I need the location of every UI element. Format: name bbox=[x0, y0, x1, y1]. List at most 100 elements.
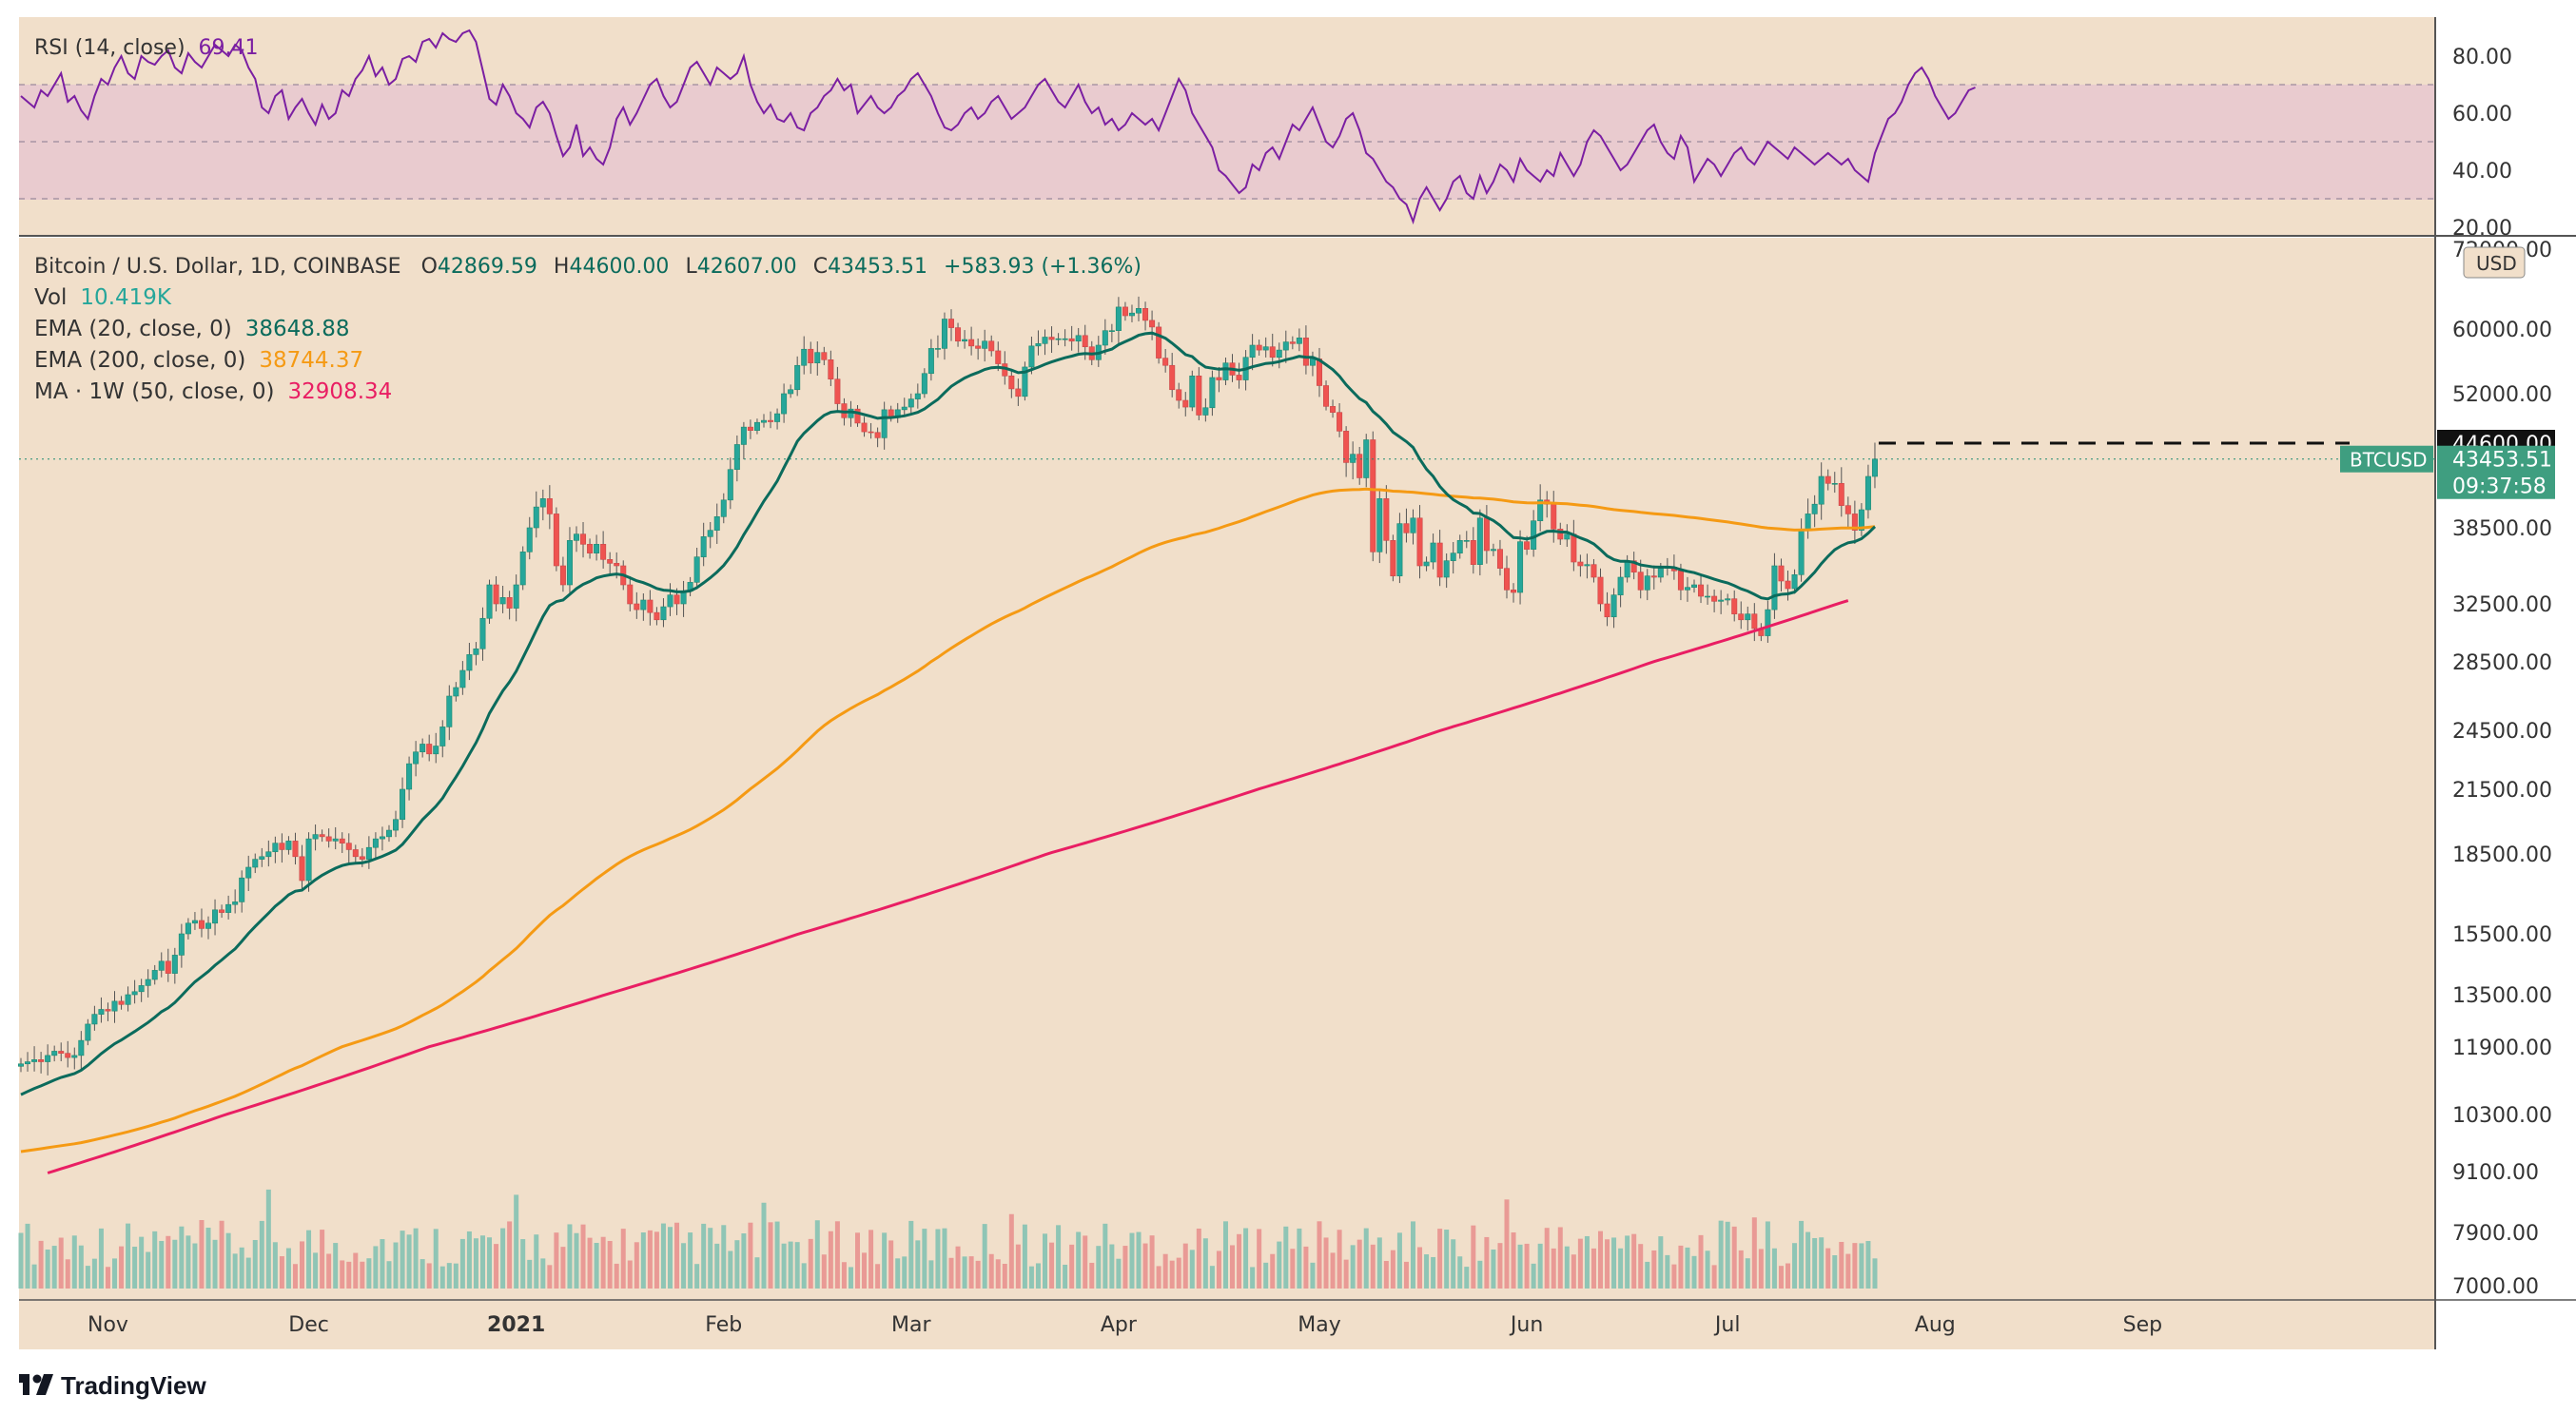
rsi-label: RSI (14, close) bbox=[34, 36, 185, 60]
candle-body bbox=[1825, 475, 1831, 484]
volume-bar bbox=[1035, 1263, 1041, 1289]
volume-bar bbox=[1390, 1250, 1395, 1289]
volume-bar bbox=[346, 1261, 352, 1289]
volume-bar bbox=[285, 1248, 291, 1289]
volume-bar bbox=[1786, 1263, 1791, 1289]
candle-body bbox=[138, 985, 145, 993]
volume-bar bbox=[982, 1224, 987, 1289]
volume-bar bbox=[1671, 1264, 1677, 1289]
candle-body bbox=[1751, 613, 1758, 630]
candle-body bbox=[413, 751, 420, 765]
volume-bar bbox=[754, 1257, 760, 1289]
volume-bar bbox=[968, 1256, 974, 1289]
volume-bar bbox=[1290, 1249, 1296, 1289]
candle-body bbox=[406, 763, 413, 790]
volume-bar bbox=[426, 1263, 432, 1289]
volume-bar bbox=[1705, 1250, 1710, 1289]
candle-body bbox=[232, 901, 239, 905]
candle-body bbox=[1584, 564, 1590, 567]
volume-bar bbox=[1089, 1262, 1095, 1289]
candle-body bbox=[118, 1000, 125, 1005]
volume-bar bbox=[199, 1220, 205, 1289]
candle-body bbox=[1396, 523, 1403, 576]
volume-bar bbox=[1832, 1255, 1838, 1289]
volume-bar bbox=[272, 1242, 278, 1289]
candle-body bbox=[400, 788, 406, 821]
volume-bar bbox=[1590, 1248, 1596, 1289]
candle-body bbox=[1430, 542, 1436, 563]
price-tick-label: 11900.00 bbox=[2452, 1037, 2552, 1060]
volume-bar bbox=[942, 1228, 947, 1289]
candle-body bbox=[1115, 306, 1122, 331]
volume-bar bbox=[1396, 1232, 1402, 1289]
volume-bar bbox=[580, 1224, 586, 1289]
rsi-axis[interactable]: 80.00 60.00 40.00 20.00 bbox=[2452, 46, 2512, 241]
candle-body bbox=[828, 359, 834, 379]
volume-bar bbox=[85, 1266, 90, 1289]
candle-body bbox=[1196, 375, 1202, 416]
volume-bar bbox=[1564, 1246, 1570, 1289]
candle-body bbox=[1771, 565, 1778, 611]
time-axis[interactable] bbox=[19, 1300, 2435, 1349]
volume-bar bbox=[1330, 1252, 1336, 1289]
candle-body bbox=[740, 426, 747, 445]
candle-body bbox=[781, 393, 788, 415]
candle-body bbox=[1015, 388, 1022, 397]
ema20-line bbox=[20, 331, 1877, 1096]
candle-body bbox=[1831, 483, 1838, 485]
candle-body bbox=[1557, 529, 1564, 540]
volume-bar bbox=[1043, 1233, 1048, 1289]
currency-text: USD bbox=[2476, 252, 2517, 275]
candle-body bbox=[1617, 576, 1624, 595]
candle-body bbox=[881, 409, 888, 438]
candle-body bbox=[426, 744, 433, 755]
candle-body bbox=[594, 544, 600, 553]
candle-body bbox=[1871, 458, 1878, 477]
volume-bar bbox=[360, 1261, 365, 1289]
volume-bar bbox=[259, 1220, 264, 1289]
volume-bar bbox=[1189, 1250, 1195, 1289]
volume-bar bbox=[1825, 1248, 1831, 1289]
moving-averages bbox=[20, 331, 1877, 1174]
volume-bar bbox=[1497, 1243, 1503, 1289]
volume-bar bbox=[1544, 1228, 1550, 1289]
candlesticks[interactable] bbox=[17, 296, 1878, 1076]
candle-body bbox=[1149, 320, 1156, 328]
volume-bar bbox=[761, 1202, 767, 1289]
candle-body bbox=[854, 408, 861, 424]
volume-bar bbox=[1504, 1199, 1510, 1289]
candle-body bbox=[814, 352, 821, 363]
candle-body bbox=[988, 340, 995, 352]
candle-body bbox=[1818, 475, 1825, 505]
volume-bar bbox=[487, 1237, 493, 1289]
candle-body bbox=[720, 499, 727, 517]
candle-body bbox=[801, 348, 808, 366]
candle-body bbox=[927, 348, 934, 375]
volume-bar bbox=[1008, 1213, 1014, 1289]
candle-body bbox=[1590, 564, 1597, 578]
candle-body bbox=[955, 327, 962, 342]
volume-bar bbox=[1792, 1243, 1798, 1289]
volume-bar bbox=[333, 1243, 339, 1289]
candle-body bbox=[1390, 540, 1396, 576]
candle-body bbox=[1657, 568, 1664, 578]
x-tick-label: Nov bbox=[88, 1313, 128, 1337]
price-pane[interactable] bbox=[19, 238, 2435, 1300]
tradingview-logo[interactable]: TradingView bbox=[19, 1371, 206, 1400]
rsi-legend: RSI (14, close) 69.41 bbox=[34, 36, 272, 60]
candle-body bbox=[1524, 541, 1531, 550]
rsi-level-lines bbox=[19, 29, 2435, 225]
ohlc-open: O42869.59 bbox=[420, 255, 537, 279]
price-axis[interactable]: 72000.0060000.0052000.0038500.0032500.00… bbox=[2452, 239, 2552, 1299]
volume-bar bbox=[1376, 1237, 1382, 1289]
candle-body bbox=[1456, 540, 1463, 553]
volume-bar bbox=[51, 1246, 57, 1289]
volume-bar bbox=[98, 1228, 104, 1289]
volume-bar bbox=[821, 1254, 827, 1289]
candle-body bbox=[1564, 533, 1571, 540]
candle-body bbox=[339, 838, 345, 843]
volume-bar bbox=[239, 1247, 244, 1289]
candle-body bbox=[1496, 549, 1503, 569]
candle-body bbox=[191, 920, 198, 924]
